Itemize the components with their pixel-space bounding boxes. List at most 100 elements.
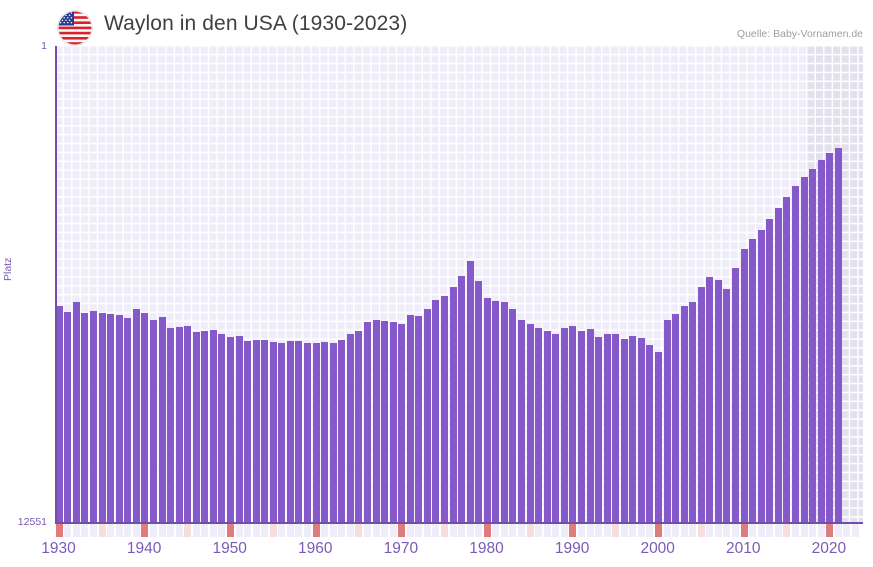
bar[interactable] bbox=[740, 249, 748, 522]
bar[interactable] bbox=[757, 230, 765, 522]
bar[interactable] bbox=[55, 306, 63, 522]
bar[interactable] bbox=[441, 296, 448, 522]
bar[interactable] bbox=[560, 328, 568, 522]
bar[interactable] bbox=[269, 342, 277, 522]
bar[interactable] bbox=[192, 332, 200, 522]
bar[interactable] bbox=[672, 314, 680, 522]
bar[interactable] bbox=[834, 148, 842, 522]
bar[interactable] bbox=[235, 336, 243, 522]
bar[interactable] bbox=[381, 321, 389, 522]
bar[interactable] bbox=[346, 334, 354, 522]
bar[interactable] bbox=[586, 329, 594, 522]
bar[interactable] bbox=[526, 324, 534, 522]
bar[interactable] bbox=[475, 281, 483, 522]
bar[interactable] bbox=[646, 345, 654, 522]
x-axis-tick-label: 1940 bbox=[126, 540, 162, 557]
bar[interactable] bbox=[218, 334, 226, 522]
bar[interactable] bbox=[98, 313, 106, 522]
bar[interactable] bbox=[141, 313, 149, 522]
bar[interactable] bbox=[406, 315, 414, 522]
bar[interactable] bbox=[783, 197, 791, 522]
bar[interactable] bbox=[363, 322, 371, 522]
bar[interactable] bbox=[278, 343, 286, 522]
bar[interactable] bbox=[603, 334, 611, 522]
bar[interactable] bbox=[389, 322, 397, 522]
bar[interactable] bbox=[697, 287, 705, 522]
bar[interactable] bbox=[612, 334, 620, 522]
bar[interactable] bbox=[304, 343, 312, 522]
x-axis-tick-minor bbox=[192, 524, 200, 537]
bar[interactable] bbox=[252, 340, 260, 522]
bar[interactable] bbox=[295, 341, 303, 522]
bar[interactable] bbox=[518, 320, 526, 522]
bar[interactable] bbox=[124, 318, 132, 522]
bar[interactable] bbox=[107, 314, 115, 522]
bar[interactable] bbox=[458, 276, 466, 522]
bar[interactable] bbox=[791, 186, 799, 522]
x-axis-tick-minor bbox=[355, 524, 363, 537]
bar[interactable] bbox=[286, 341, 294, 522]
x-axis-tick-minor bbox=[278, 524, 286, 537]
bar[interactable] bbox=[201, 331, 209, 522]
bar[interactable] bbox=[500, 302, 508, 522]
bar[interactable] bbox=[355, 331, 363, 522]
x-axis-tick-strip bbox=[55, 524, 863, 537]
bar[interactable] bbox=[637, 338, 645, 522]
bar[interactable] bbox=[167, 328, 175, 522]
bar[interactable] bbox=[209, 330, 217, 522]
bar[interactable] bbox=[398, 324, 406, 522]
x-axis-tick-label: 1950 bbox=[212, 540, 247, 557]
bar[interactable] bbox=[132, 309, 140, 522]
bar[interactable] bbox=[706, 277, 714, 522]
bar[interactable] bbox=[81, 313, 89, 522]
bar[interactable] bbox=[552, 334, 560, 522]
bar[interactable] bbox=[595, 337, 603, 522]
bar[interactable] bbox=[817, 160, 825, 522]
bar[interactable] bbox=[64, 312, 72, 522]
x-axis-tick-major bbox=[227, 524, 234, 537]
bar[interactable] bbox=[766, 219, 774, 522]
bar[interactable] bbox=[629, 336, 637, 522]
bar[interactable] bbox=[261, 340, 269, 522]
bar[interactable] bbox=[483, 298, 491, 522]
bar[interactable] bbox=[175, 327, 183, 522]
bar[interactable] bbox=[509, 309, 517, 522]
bar[interactable] bbox=[432, 300, 440, 522]
x-axis-tick-minor bbox=[800, 524, 808, 537]
bar[interactable] bbox=[227, 337, 234, 522]
bar[interactable] bbox=[723, 289, 731, 522]
bar[interactable] bbox=[321, 342, 329, 522]
bar[interactable] bbox=[577, 331, 585, 522]
bar[interactable] bbox=[449, 287, 457, 522]
bar[interactable] bbox=[749, 239, 757, 522]
bar[interactable] bbox=[244, 341, 252, 522]
bar[interactable] bbox=[423, 309, 431, 522]
bar[interactable] bbox=[655, 352, 662, 522]
bar[interactable] bbox=[72, 302, 80, 522]
bar[interactable] bbox=[115, 315, 123, 522]
bar[interactable] bbox=[329, 343, 337, 522]
bar[interactable] bbox=[149, 320, 157, 522]
bar[interactable] bbox=[184, 326, 192, 522]
bar[interactable] bbox=[620, 339, 628, 522]
bar[interactable] bbox=[492, 301, 500, 522]
bar[interactable] bbox=[809, 169, 817, 522]
bar[interactable] bbox=[372, 320, 380, 522]
bar[interactable] bbox=[663, 320, 671, 522]
bar[interactable] bbox=[826, 153, 834, 522]
bar[interactable] bbox=[338, 340, 346, 522]
bar[interactable] bbox=[732, 268, 740, 522]
bar[interactable] bbox=[466, 261, 474, 522]
bar[interactable] bbox=[158, 317, 166, 522]
bar[interactable] bbox=[774, 208, 782, 522]
bar[interactable] bbox=[90, 311, 98, 522]
bar[interactable] bbox=[569, 326, 577, 522]
bar[interactable] bbox=[714, 280, 722, 522]
bar[interactable] bbox=[800, 177, 808, 522]
bar[interactable] bbox=[312, 343, 320, 522]
bar[interactable] bbox=[415, 316, 423, 522]
bar[interactable] bbox=[680, 306, 688, 522]
bar[interactable] bbox=[689, 302, 697, 522]
bar[interactable] bbox=[543, 331, 551, 522]
bar[interactable] bbox=[535, 328, 543, 522]
